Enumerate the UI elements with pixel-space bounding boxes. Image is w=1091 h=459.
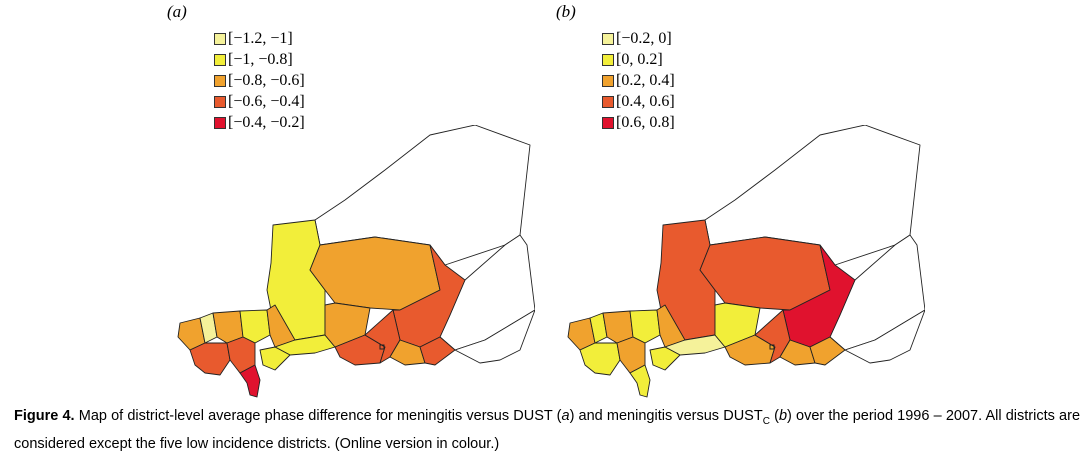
- legend-range-label: [0.4, 0.6]: [616, 92, 675, 110]
- legend-item-b-1: [0, 0.2]: [602, 49, 675, 70]
- legend-range-label: [0.2, 0.4]: [616, 71, 675, 89]
- legend-range-label: [0.6, 0.8]: [616, 113, 675, 131]
- panel-b-legend: [−0.2, 0] [0, 0.2] [0.2, 0.4] [0.4, 0.6] [0.…: [602, 28, 675, 133]
- caption-subscript: C: [762, 415, 770, 427]
- district-enclave: [769, 344, 775, 350]
- figure-label: Figure 4.: [14, 408, 75, 424]
- district-sw-c: [212, 310, 244, 344]
- legend-item-b-2: [0.2, 0.4]: [602, 70, 675, 91]
- district-sw-d: [629, 309, 661, 344]
- district-sw-d: [239, 309, 271, 344]
- legend-item-a-2: [−0.8, −0.6]: [214, 70, 305, 91]
- district-southeast: [844, 309, 925, 364]
- legend-item-b-0: [−0.2, 0]: [602, 28, 675, 49]
- legend-range-label: [−0.2, 0]: [616, 29, 672, 47]
- district-s-h: [779, 339, 816, 366]
- panel-b-label: (b): [556, 2, 576, 21]
- legend-item-a-4: [−0.4, −0.2]: [214, 112, 305, 133]
- caption-text-1: Map of district-level average phase diff…: [74, 408, 562, 424]
- legend-swatch: [602, 74, 614, 87]
- caption-italic-b: b: [778, 408, 788, 424]
- legend-swatch: [214, 95, 226, 108]
- legend-range-label: [−0.6, −0.4]: [228, 92, 305, 110]
- district-s-i: [419, 336, 456, 366]
- legend-swatch: [602, 116, 614, 129]
- legend-item-b-4: [0.6, 0.8]: [602, 112, 675, 133]
- panel-a-map: [177, 125, 535, 398]
- district-s-i: [809, 336, 846, 366]
- panel-a-legend: [−1.2, −1] [−1, −0.8] [−0.8, −0.6] [−0.6, −…: [214, 28, 305, 133]
- legend-item-a-0: [−1.2, −1]: [214, 28, 305, 49]
- figure-caption: Figure 4. Map of district-level average …: [14, 405, 1080, 455]
- district-s-c: [239, 364, 261, 398]
- legend-swatch: [602, 95, 614, 108]
- district-central: [699, 236, 831, 311]
- legend-swatch: [214, 74, 226, 87]
- district-s-j: [259, 346, 291, 371]
- district-s-h: [389, 339, 426, 366]
- panel-b-map: [567, 125, 925, 398]
- caption-text-2: ) and meningitis versus DUST: [569, 408, 763, 424]
- district-s-j: [649, 346, 681, 371]
- legend-swatch: [214, 53, 226, 66]
- legend-range-label: [−0.4, −0.2]: [228, 113, 305, 131]
- legend-item-a-3: [−0.6, −0.4]: [214, 91, 305, 112]
- caption-text-3: (: [769, 408, 779, 424]
- legend-swatch: [214, 32, 226, 45]
- legend-range-label: [−1.2, −1]: [228, 29, 293, 47]
- district-s-a: [189, 342, 231, 376]
- legend-swatch: [214, 116, 226, 129]
- panel-a-label: (a): [167, 2, 187, 21]
- district-central: [309, 236, 441, 311]
- district-s-c: [629, 364, 651, 398]
- legend-range-label: [−0.8, −0.6]: [228, 71, 305, 89]
- legend-range-label: [−1, −0.8]: [228, 50, 293, 68]
- caption-italic-a: a: [561, 408, 570, 424]
- district-enclave: [379, 344, 385, 350]
- district-s-a: [579, 342, 621, 376]
- legend-item-b-3: [0.4, 0.6]: [602, 91, 675, 112]
- caption-text-4: ) over the period 1996 – 2007. All distr…: [14, 408, 1081, 452]
- legend-range-label: [0, 0.2]: [616, 50, 663, 68]
- district-sw-c: [602, 310, 634, 344]
- district-southeast: [454, 309, 535, 364]
- legend-swatch: [602, 32, 614, 45]
- legend-swatch: [602, 53, 614, 66]
- legend-item-a-1: [−1, −0.8]: [214, 49, 305, 70]
